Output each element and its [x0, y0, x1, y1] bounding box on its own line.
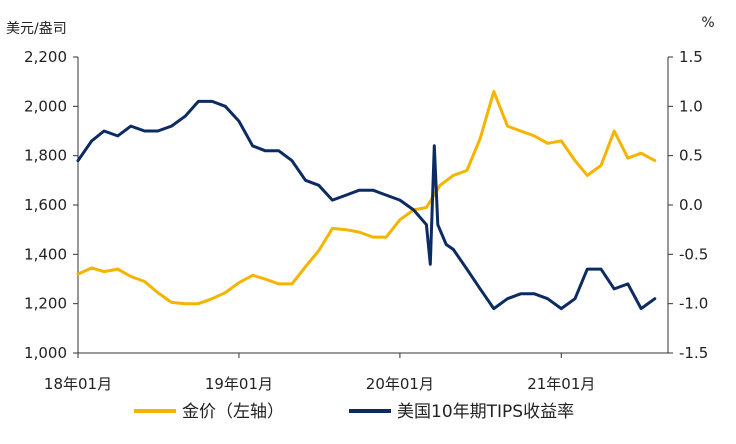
right-tick-label: 1.5 [679, 48, 703, 66]
gold-price-series-line [76, 90, 657, 306]
right-tick-label: -1.5 [679, 344, 708, 362]
left-tick-label: 1,400 [24, 245, 67, 263]
right-tick-label: -1.0 [679, 295, 708, 313]
x-tick-label: 21年01月 [527, 375, 595, 393]
right-tick-label: 1.0 [679, 97, 703, 115]
x-tick-label: 19年01月 [205, 375, 273, 393]
left-tick-label: 1,200 [24, 295, 67, 313]
legend-label: 金价（左轴） [182, 402, 284, 422]
x-tick-label: 20年01月 [366, 375, 434, 393]
right-tick-label: 0.0 [679, 196, 703, 214]
tips-yield-series-line [76, 99, 657, 311]
x-tick-label: 18年01月 [44, 375, 112, 393]
left-tick-label: 1,600 [24, 196, 67, 214]
left-axis-title: 美元/盎司 [6, 21, 67, 37]
left-tick-label: 2,200 [24, 48, 67, 66]
left-tick-label: 1,000 [24, 344, 67, 362]
left-tick-label: 2,000 [24, 97, 67, 115]
right-tick-label: -0.5 [679, 245, 708, 263]
left-tick-label: 1,800 [24, 147, 67, 165]
legend-label: 美国10年期TIPS收益率 [397, 402, 574, 422]
right-axis-title: % [701, 15, 714, 31]
right-tick-label: 0.5 [679, 147, 703, 165]
